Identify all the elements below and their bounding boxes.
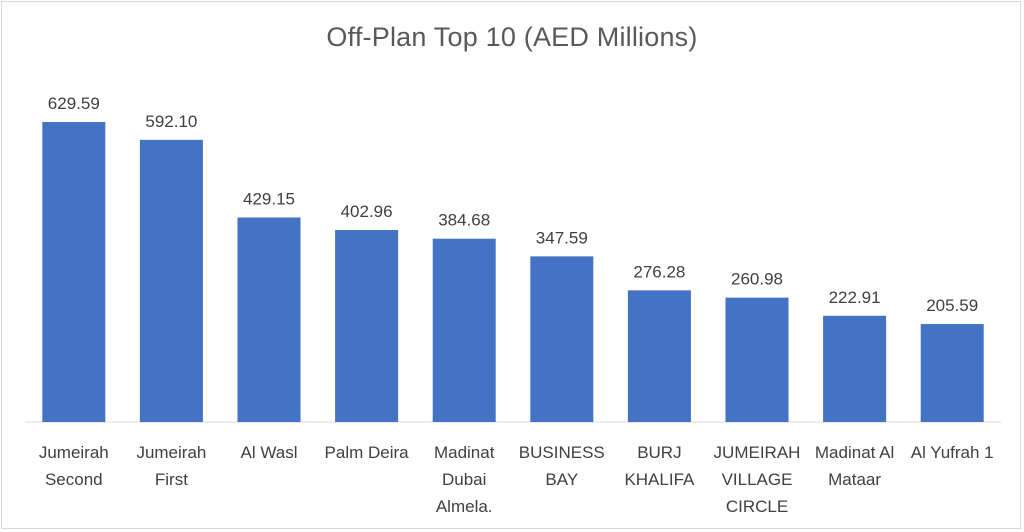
category-label-line: BUSINESS <box>519 443 605 462</box>
chart-title: Off-Plan Top 10 (AED Millions) <box>326 22 698 52</box>
value-label-1: 629.59 <box>48 94 100 113</box>
category-label-line: Mataar <box>828 470 881 489</box>
category-label-8: JUMEIRAH VILLAGE CIRCLE <box>714 443 801 516</box>
category-label-line: Almela. <box>436 497 493 516</box>
category-label-10: Al Yufrah 1 <box>911 443 994 462</box>
category-label-3: Al Wasl <box>241 443 298 462</box>
category-label-line: CIRCLE <box>726 497 788 516</box>
category-label-line: Palm Deira <box>325 443 410 462</box>
category-label-2: Jumeirah First <box>136 443 206 489</box>
category-label-line: Al Yufrah 1 <box>911 443 994 462</box>
category-label-6: BUSINESS BAY <box>519 443 605 489</box>
category-label-line: Madinat <box>434 443 495 462</box>
bars-group <box>42 122 984 423</box>
category-label-line: KHALIFA <box>624 470 695 489</box>
value-label-6: 347.59 <box>536 228 588 247</box>
category-label-line: BAY <box>545 470 578 489</box>
value-label-4: 402.96 <box>341 202 393 221</box>
value-label-7: 276.28 <box>633 262 685 281</box>
category-label-line: VILLAGE <box>722 470 793 489</box>
bar-4 <box>335 229 399 422</box>
bar-7 <box>627 290 691 422</box>
category-labels-group: Jumeirah Second Jumeirah First Al Wasl Palm D… <box>39 443 994 516</box>
category-label-line: JUMEIRAH <box>714 443 801 462</box>
category-label-7: BURJ KHALIFA <box>624 443 695 489</box>
bar-9 <box>823 315 887 422</box>
value-label-10: 205.59 <box>926 296 978 315</box>
category-label-line: Al Wasl <box>241 443 298 462</box>
category-label-line: First <box>155 470 188 489</box>
category-label-1: Jumeirah Second <box>39 443 109 489</box>
value-label-2: 592.10 <box>145 112 197 131</box>
bar-1 <box>42 122 106 422</box>
bar-2 <box>139 139 203 423</box>
value-labels-group: 629.59 592.10 429.15 402.96 384.68 347.59 276.… <box>48 94 978 315</box>
bar-3 <box>237 217 301 422</box>
category-label-9: Madinat Al Mataar <box>815 443 894 489</box>
category-label-line: BURJ <box>637 443 681 462</box>
value-label-9: 222.91 <box>829 288 881 307</box>
value-label-8: 260.98 <box>731 270 783 289</box>
category-label-5: Madinat Dubai Almela. <box>434 443 495 516</box>
bar-10 <box>920 324 984 422</box>
category-label-line: Madinat Al <box>815 443 894 462</box>
value-label-3: 429.15 <box>243 190 295 209</box>
bar-8 <box>725 297 789 422</box>
category-label-4: Palm Deira <box>325 443 410 462</box>
category-label-line: Jumeirah <box>39 443 109 462</box>
category-label-line: Second <box>45 470 103 489</box>
bar-5 <box>432 238 496 422</box>
category-label-line: Jumeirah <box>136 443 206 462</box>
category-label-line: Dubai <box>442 470 486 489</box>
bar-6 <box>530 256 594 422</box>
value-label-5: 384.68 <box>438 211 490 230</box>
